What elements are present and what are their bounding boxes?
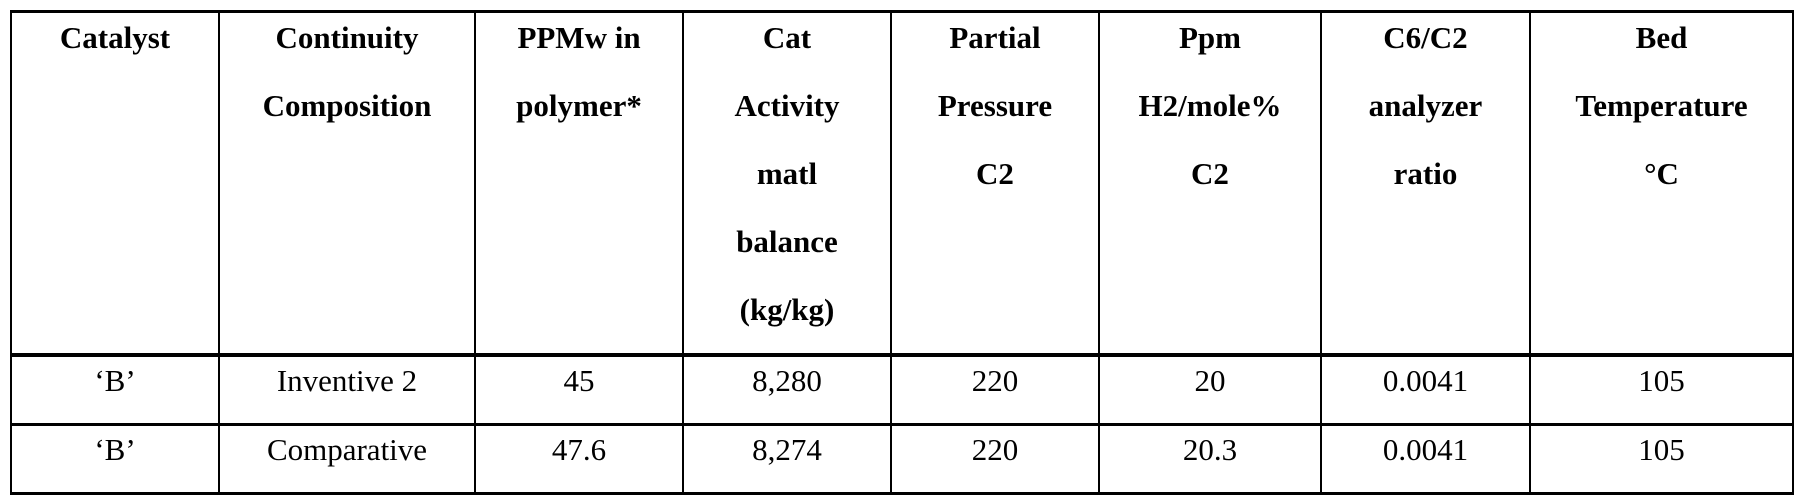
- header-line: Cat: [684, 13, 890, 81]
- header-ppm-h2-mole-c2: Ppm H2/mole% C2: [1099, 12, 1321, 356]
- header-line: Partial: [892, 13, 1098, 81]
- cell-catalyst: ‘B’: [11, 425, 219, 494]
- cell-ppm-h2: 20: [1099, 355, 1321, 425]
- cell-partial-pressure: 220: [891, 425, 1099, 494]
- header-line: (kg/kg): [684, 285, 890, 353]
- header-line: Composition: [220, 81, 474, 149]
- cell-ppmw-in-polymer: 47.6: [475, 425, 683, 494]
- header-line: Temperature: [1531, 81, 1792, 149]
- header-line: H2/mole%: [1100, 81, 1320, 149]
- header-line: polymer*: [476, 81, 682, 149]
- cell-continuity-composition: Comparative: [219, 425, 475, 494]
- cell-cat-activity: 8,280: [683, 355, 891, 425]
- header-bed-temperature: Bed Temperature °C: [1530, 12, 1793, 356]
- catalyst-comparison-table: Catalyst Continuity Composition PPMw in …: [10, 10, 1794, 495]
- cell-ppm-h2: 20.3: [1099, 425, 1321, 494]
- header-line: balance: [684, 217, 890, 285]
- header-line: C2: [892, 149, 1098, 217]
- header-partial-pressure-c2: Partial Pressure C2: [891, 12, 1099, 356]
- cell-bed-temperature: 105: [1530, 355, 1793, 425]
- cell-catalyst: ‘B’: [11, 355, 219, 425]
- table-row: ‘B’ Inventive 2 45 8,280 220 20 0.0041 1…: [11, 355, 1793, 425]
- header-row: Catalyst Continuity Composition PPMw in …: [11, 12, 1793, 356]
- header-line: Continuity: [220, 13, 474, 81]
- header-line: Pressure: [892, 81, 1098, 149]
- cell-partial-pressure: 220: [891, 355, 1099, 425]
- header-line: Activity: [684, 81, 890, 149]
- header-catalyst: Catalyst: [11, 12, 219, 356]
- header-line: matl: [684, 149, 890, 217]
- header-line: C6/C2: [1322, 13, 1529, 81]
- header-line: °C: [1531, 149, 1792, 217]
- cell-c6-c2-ratio: 0.0041: [1321, 425, 1530, 494]
- cell-c6-c2-ratio: 0.0041: [1321, 355, 1530, 425]
- header-line: PPMw in: [476, 13, 682, 81]
- header-line: C2: [1100, 149, 1320, 217]
- cell-bed-temperature: 105: [1530, 425, 1793, 494]
- cell-cat-activity: 8,274: [683, 425, 891, 494]
- header-cat-activity: Cat Activity matl balance (kg/kg): [683, 12, 891, 356]
- header-line: ratio: [1322, 149, 1529, 217]
- header-line: Catalyst: [12, 13, 218, 81]
- header-c6-c2-analyzer-ratio: C6/C2 analyzer ratio: [1321, 12, 1530, 356]
- header-line: Ppm: [1100, 13, 1320, 81]
- header-line: Bed: [1531, 13, 1792, 81]
- cell-ppmw-in-polymer: 45: [475, 355, 683, 425]
- cell-continuity-composition: Inventive 2: [219, 355, 475, 425]
- header-continuity-composition: Continuity Composition: [219, 12, 475, 356]
- table-row: ‘B’ Comparative 47.6 8,274 220 20.3 0.00…: [11, 425, 1793, 494]
- header-line: analyzer: [1322, 81, 1529, 149]
- header-ppmw-in-polymer: PPMw in polymer*: [475, 12, 683, 356]
